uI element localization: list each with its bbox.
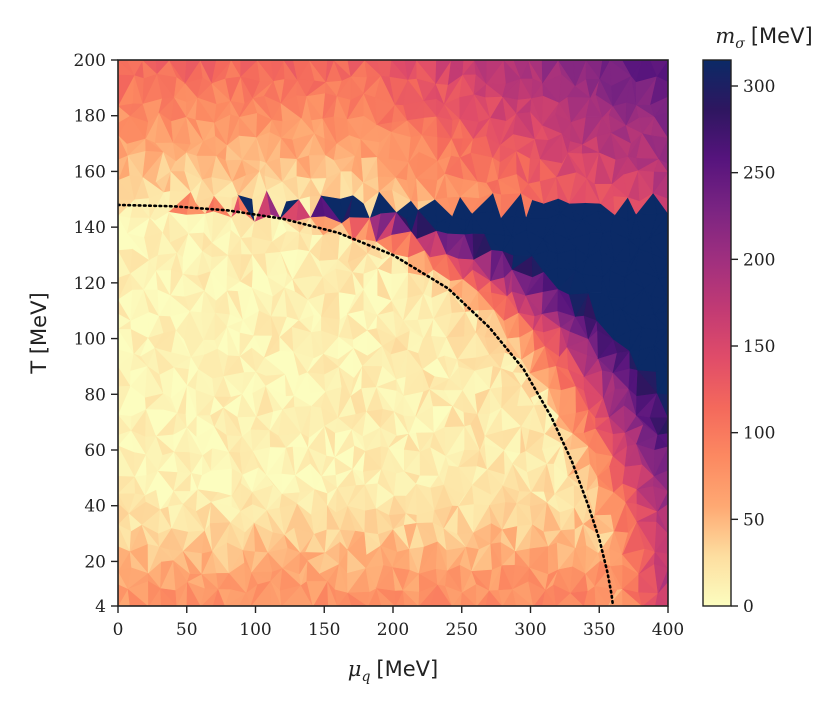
y-axis-title: T [MeV] (27, 292, 51, 374)
heatmap-cell (486, 60, 505, 85)
heatmap-cell (541, 60, 559, 84)
y-tick-label: 120 (74, 274, 106, 294)
y-tick-label: 160 (74, 162, 106, 182)
heatmap-cell (404, 60, 417, 81)
heatmap-cell (292, 60, 310, 81)
x-tick-label: 250 (446, 620, 478, 640)
colorbar-tick-label: 300 (743, 77, 775, 97)
y-tick-label: 200 (74, 51, 106, 71)
x-axis: 0 50 100 150 200 250 300 350 400 (113, 606, 684, 640)
heatmap-cell (622, 60, 643, 77)
y-tick-label: 180 (74, 107, 106, 127)
y-tick-label: 80 (84, 385, 106, 405)
heatmap-cell (435, 60, 452, 85)
heatmap-cell (572, 60, 587, 86)
heatmap-cell (513, 60, 529, 80)
x-tick-label: 300 (514, 620, 546, 640)
y-tick-label: 4 (95, 597, 106, 617)
heatmap-cell (270, 60, 285, 82)
x-tick-label: 350 (583, 620, 615, 640)
phase-boundary-curve (118, 203, 615, 606)
heatmap-cell (126, 60, 143, 76)
colorbar-tick-label: 100 (743, 424, 775, 444)
colorbar-tick-label: 200 (743, 250, 775, 270)
heatmap-cell (211, 60, 232, 85)
heatmap-cell (325, 60, 335, 82)
heatmap-cell (376, 60, 392, 77)
colorbar (702, 59, 732, 607)
colorbar-tick-label: 0 (743, 597, 754, 617)
y-tick-label: 20 (84, 552, 106, 572)
colorbar-axis: 0 50 100 150 200 250 300 (731, 77, 775, 617)
colorbar-title: mσ [MeV] (715, 24, 812, 52)
colorbar-tick-label: 50 (743, 510, 765, 530)
x-tick-label: 400 (652, 620, 684, 640)
x-tick-label: 50 (176, 620, 198, 640)
y-tick-label: 40 (84, 497, 106, 517)
x-tick-label: 200 (377, 620, 409, 640)
heatmap-cell (462, 60, 475, 76)
y-tick-label: 140 (74, 218, 106, 238)
colorbar-tick-label: 250 (743, 164, 775, 184)
heatmap-cell (155, 60, 170, 75)
x-tick-label: 0 (113, 620, 124, 640)
heatmap-cell (599, 60, 611, 79)
x-tick-label: 100 (239, 620, 271, 640)
heatmap-cell (184, 60, 201, 85)
heatmap-cell (240, 60, 258, 78)
y-tick-label: 100 (74, 330, 106, 350)
heatmap-cell (347, 60, 365, 77)
x-tick-label: 150 (308, 620, 340, 640)
colorbar-tick-label: 150 (743, 337, 775, 357)
y-tick-label: 60 (84, 441, 106, 461)
y-axis: 4 20 40 60 80 100 120 140 160 180 200 (74, 51, 118, 617)
heatmap-cell (649, 60, 668, 77)
heatmap (118, 60, 668, 606)
x-axis-title: μq [MeV] (348, 657, 438, 685)
